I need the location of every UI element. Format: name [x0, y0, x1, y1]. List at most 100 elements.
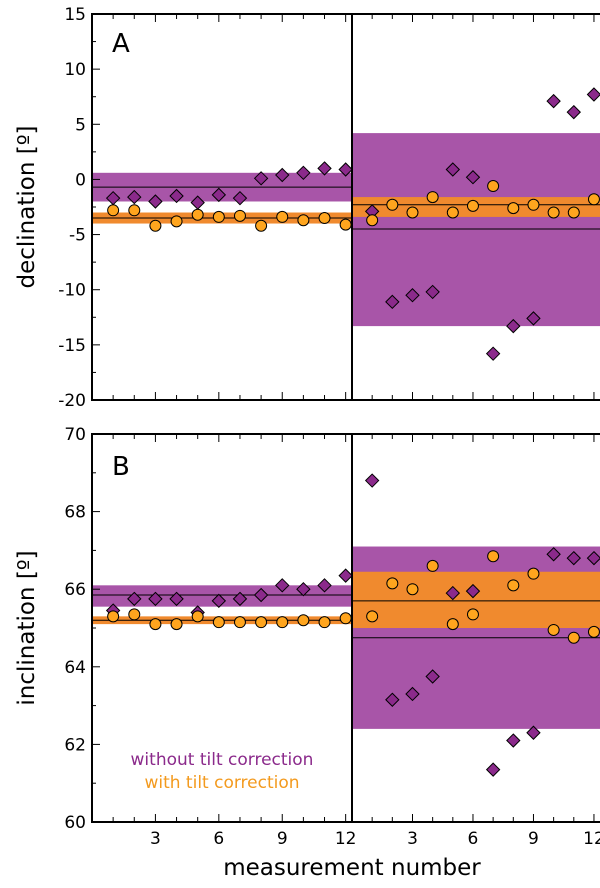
point-without-tilt [296, 165, 311, 181]
point-with-tilt [386, 198, 399, 211]
point-without-tilt [385, 692, 400, 707]
point-without-tilt [169, 188, 184, 204]
point-with-tilt [191, 208, 204, 221]
point-with-tilt [255, 616, 268, 629]
point-with-tilt [446, 618, 459, 631]
legend-with-tilt: with tilt correction [144, 773, 299, 793]
point-with-tilt [406, 206, 419, 219]
point-with-tilt [297, 614, 310, 627]
legend-without-tilt: without tilt correction [131, 750, 314, 770]
point-with-tilt [587, 625, 600, 638]
point-with-tilt [487, 550, 500, 563]
point-without-tilt [211, 593, 227, 609]
x-tick-label: 6 [213, 829, 224, 849]
x-tick-label: 12 [583, 829, 600, 849]
point-with-tilt [587, 193, 600, 206]
point-without-tilt [275, 578, 290, 593]
point-without-tilt [127, 591, 142, 607]
point-with-tilt [567, 206, 580, 219]
point-with-tilt [339, 612, 352, 625]
point-with-tilt [297, 214, 310, 227]
point-with-tilt [170, 215, 183, 228]
y-tick-label: -15 [58, 336, 86, 356]
point-with-tilt [233, 209, 246, 222]
panel-letter: B [112, 452, 130, 482]
point-with-tilt [276, 210, 289, 223]
panel-letter: A [112, 29, 130, 59]
point-with-tilt [276, 616, 289, 629]
point-with-tilt [406, 583, 419, 596]
point-with-tilt [170, 618, 183, 631]
point-without-tilt [385, 294, 400, 310]
point-without-tilt [127, 189, 142, 205]
point-with-tilt [466, 608, 479, 621]
point-with-tilt [107, 204, 120, 217]
point-without-tilt [425, 284, 440, 300]
point-with-tilt [149, 618, 162, 631]
point-with-tilt [128, 204, 141, 217]
point-without-tilt [586, 87, 600, 102]
plot-frame [91, 433, 600, 823]
x-axis-title: measurement number [223, 855, 481, 881]
point-without-tilt [232, 190, 248, 206]
point-without-tilt [485, 762, 501, 777]
point-without-tilt [405, 288, 420, 303]
point-without-tilt [211, 187, 227, 203]
point-without-tilt [317, 161, 332, 176]
point-with-tilt [318, 212, 331, 225]
point-without-tilt [445, 162, 461, 177]
point-with-tilt [507, 202, 520, 215]
point-with-tilt [567, 631, 580, 644]
x-tick-label: 12 [335, 829, 357, 849]
point-with-tilt [386, 577, 399, 590]
x-tick-label: 6 [468, 829, 479, 849]
point-with-tilt [547, 206, 560, 219]
point-without-tilt [338, 162, 353, 177]
point-without-tilt [275, 167, 290, 183]
point-without-tilt [148, 194, 163, 209]
point-with-tilt [547, 623, 560, 636]
y-tick-label: 60 [64, 813, 86, 833]
point-with-tilt [466, 199, 479, 212]
point-without-tilt [169, 591, 184, 607]
y-tick-label: 10 [64, 60, 86, 80]
point-without-tilt [253, 171, 269, 186]
point-with-tilt [233, 616, 246, 629]
x-tick-label: 3 [407, 829, 418, 849]
point-with-tilt [318, 616, 331, 629]
y-tick-label: -5 [69, 226, 86, 246]
point-without-tilt [566, 104, 581, 120]
y-tick-label: 62 [64, 735, 86, 755]
point-with-tilt [149, 219, 162, 232]
y-tick-label: 70 [64, 425, 86, 445]
y-tick-label: 0 [75, 170, 86, 190]
x-tick-label: 9 [528, 829, 539, 849]
point-without-tilt [405, 686, 420, 702]
point-with-tilt [426, 559, 439, 572]
y-tick-label: 64 [64, 658, 86, 678]
y-axis-title: inclination [º] [14, 550, 40, 705]
point-with-tilt [527, 198, 540, 211]
point-with-tilt [212, 616, 225, 629]
point-without-tilt [445, 585, 461, 601]
point-with-tilt [446, 206, 459, 219]
point-without-tilt [546, 93, 561, 109]
y-tick-label: -10 [58, 281, 86, 301]
point-with-tilt [426, 191, 439, 204]
point-without-tilt [148, 591, 163, 607]
y-tick-label: -20 [58, 391, 86, 411]
point-without-tilt [296, 581, 311, 597]
point-with-tilt [366, 610, 379, 623]
point-without-tilt [566, 550, 581, 566]
point-without-tilt [526, 725, 541, 740]
point-without-tilt [425, 669, 440, 684]
point-without-tilt [485, 346, 501, 361]
x-tick-label: 9 [277, 829, 288, 849]
point-without-tilt [338, 568, 353, 583]
point-without-tilt [232, 591, 248, 607]
point-with-tilt [191, 610, 204, 623]
point-with-tilt [487, 180, 500, 193]
